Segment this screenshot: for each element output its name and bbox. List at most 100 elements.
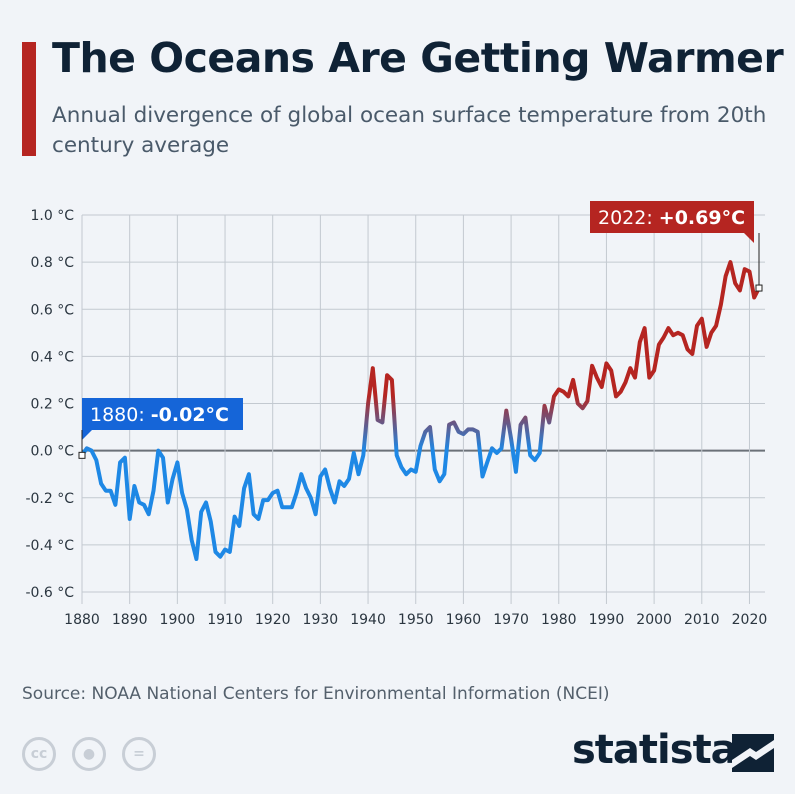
data-point [681,333,685,337]
data-point [724,274,728,278]
data-point [628,366,632,370]
data-point [304,486,308,490]
data-point [357,472,361,476]
data-point [566,394,570,398]
annotation-year: 2022: [598,207,659,229]
data-point [275,489,279,493]
data-point [581,406,585,410]
data-point [385,373,389,377]
data-point [223,548,227,552]
data-point [452,420,456,424]
data-point [361,453,365,457]
x-tick-label: 1880 [64,612,100,628]
data-point [175,460,179,464]
accent-bar [22,42,36,156]
annotation-marker [755,284,763,292]
cc-icon: cc [22,737,56,771]
data-point [614,394,618,398]
data-point [600,385,604,389]
equals-icon: = [122,737,156,771]
data-point [705,345,709,349]
data-point [376,418,380,422]
data-point [137,500,141,504]
data-point [347,477,351,481]
data-point [266,498,270,502]
data-point [156,449,160,453]
data-point [90,449,94,453]
data-point [152,489,156,493]
data-point [685,347,689,351]
data-point [433,467,437,471]
y-tick-label: -0.4 °C [25,538,74,554]
data-point [585,399,589,403]
data-point [428,425,432,429]
annotation-year: 1880: [90,404,151,426]
data-point [690,352,694,356]
data-point [423,430,427,434]
data-point [743,267,747,271]
data-point [738,288,742,292]
data-point [261,498,265,502]
data-point [719,303,723,307]
data-point [504,409,508,413]
data-point [447,423,451,427]
x-tick-label: 1960 [446,612,482,628]
data-point [609,369,613,373]
data-point [118,460,122,464]
data-point [256,517,260,521]
data-point [142,503,146,507]
data-point [333,500,337,504]
person-icon: ● [72,737,106,771]
annotation-label: 2022: +0.69°C [590,201,763,292]
svg-text:2022: +0.69°C: 2022: +0.69°C [598,207,745,229]
data-point [695,324,699,328]
data-point [242,486,246,490]
data-point [700,317,704,321]
data-point [290,505,294,509]
data-point [752,295,756,299]
data-point [461,432,465,436]
data-point [342,484,346,488]
data-point [533,458,537,462]
data-point [576,402,580,406]
data-point [328,486,332,490]
data-point [337,479,341,483]
data-point [471,427,475,431]
svg-text:1880: -0.02°C: 1880: -0.02°C [90,404,229,426]
data-point [714,324,718,328]
chart-subtitle: Annual divergence of global ocean surfac… [52,103,767,158]
data-point [252,512,256,516]
data-point [314,512,318,516]
y-tick-label: 0.8 °C [31,255,75,271]
statista-logo-mark [732,734,774,772]
data-point [624,380,628,384]
data-point [500,446,504,450]
data-point [414,470,418,474]
data-point [204,500,208,504]
data-point [171,477,175,481]
data-point [747,270,751,274]
y-tick-label: -0.6 °C [25,585,74,601]
data-point [709,331,713,335]
data-point [147,512,151,516]
source-note: Source: NOAA National Centers for Enviro… [22,684,610,704]
data-point [633,376,637,380]
data-point [323,467,327,471]
x-tick-label: 1940 [350,612,386,628]
annotation-label: 1880: -0.02°C [78,398,243,459]
data-point [352,451,356,455]
data-point [299,472,303,476]
series-line [80,260,761,561]
y-tick-label: 0.4 °C [31,349,75,365]
data-point [542,404,546,408]
data-point [94,458,98,462]
data-point [480,475,484,479]
data-point [409,467,413,471]
data-point [662,336,666,340]
x-tick-label: 1950 [398,612,434,628]
data-point [380,420,384,424]
data-point [438,479,442,483]
data-point [728,260,732,264]
data-point [228,550,232,554]
data-point [590,364,594,368]
